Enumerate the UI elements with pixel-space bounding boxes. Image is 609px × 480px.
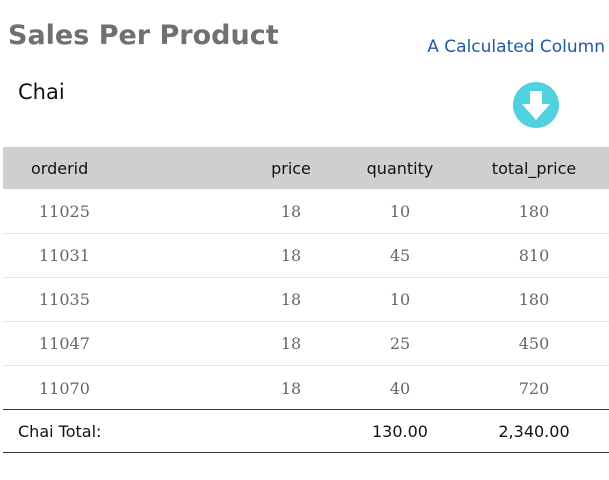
page-title: Sales Per Product [8, 20, 279, 51]
column-header-quantity[interactable]: quantity [366, 158, 434, 178]
cell-total-price: 720 [518, 378, 550, 398]
table-header: orderid price quantity total_price [3, 147, 609, 189]
cell-price: 18 [280, 290, 302, 309]
cell-quantity: 25 [389, 334, 411, 353]
table-row: 11025 18 10 180 [3, 190, 609, 234]
cell-price: 18 [280, 378, 302, 398]
cell-total-price: 180 [518, 202, 550, 221]
cell-total-price: 450 [518, 334, 550, 353]
footer-quantity-total: 130.00 [372, 421, 428, 441]
footer-total-price: 2,340.00 [498, 421, 570, 441]
cell-quantity: 45 [389, 246, 411, 265]
cell-price: 18 [280, 202, 302, 221]
column-header-total-price[interactable]: total_price [491, 158, 577, 178]
product-name: Chai [18, 80, 65, 104]
cell-total-price: 180 [518, 290, 550, 309]
footer-total-label: Chai Total: [18, 421, 102, 441]
cell-total-price: 810 [518, 246, 550, 265]
cell-orderid: 11031 [39, 246, 90, 265]
cell-orderid: 11035 [39, 290, 90, 309]
table-row: 11035 18 10 180 [3, 278, 609, 322]
cell-quantity: 10 [389, 202, 411, 221]
cell-price: 18 [280, 334, 302, 353]
cell-price: 18 [280, 246, 302, 265]
cell-orderid: 11070 [39, 378, 90, 398]
cell-quantity: 10 [389, 290, 411, 309]
table-footer: Chai Total: 130.00 2,340.00 [3, 409, 609, 453]
table-row: 11070 18 40 720 [3, 366, 609, 410]
table-row: 11047 18 25 450 [3, 322, 609, 366]
arrow-down-circle-icon [513, 82, 559, 128]
cell-orderid: 11047 [39, 334, 90, 353]
calculated-column-label: A Calculated Column [427, 37, 605, 57]
column-header-orderid[interactable]: orderid [31, 158, 89, 178]
column-header-price[interactable]: price [271, 158, 311, 178]
cell-quantity: 40 [389, 378, 411, 398]
cell-orderid: 11025 [39, 202, 90, 221]
table-row: 11031 18 45 810 [3, 234, 609, 278]
